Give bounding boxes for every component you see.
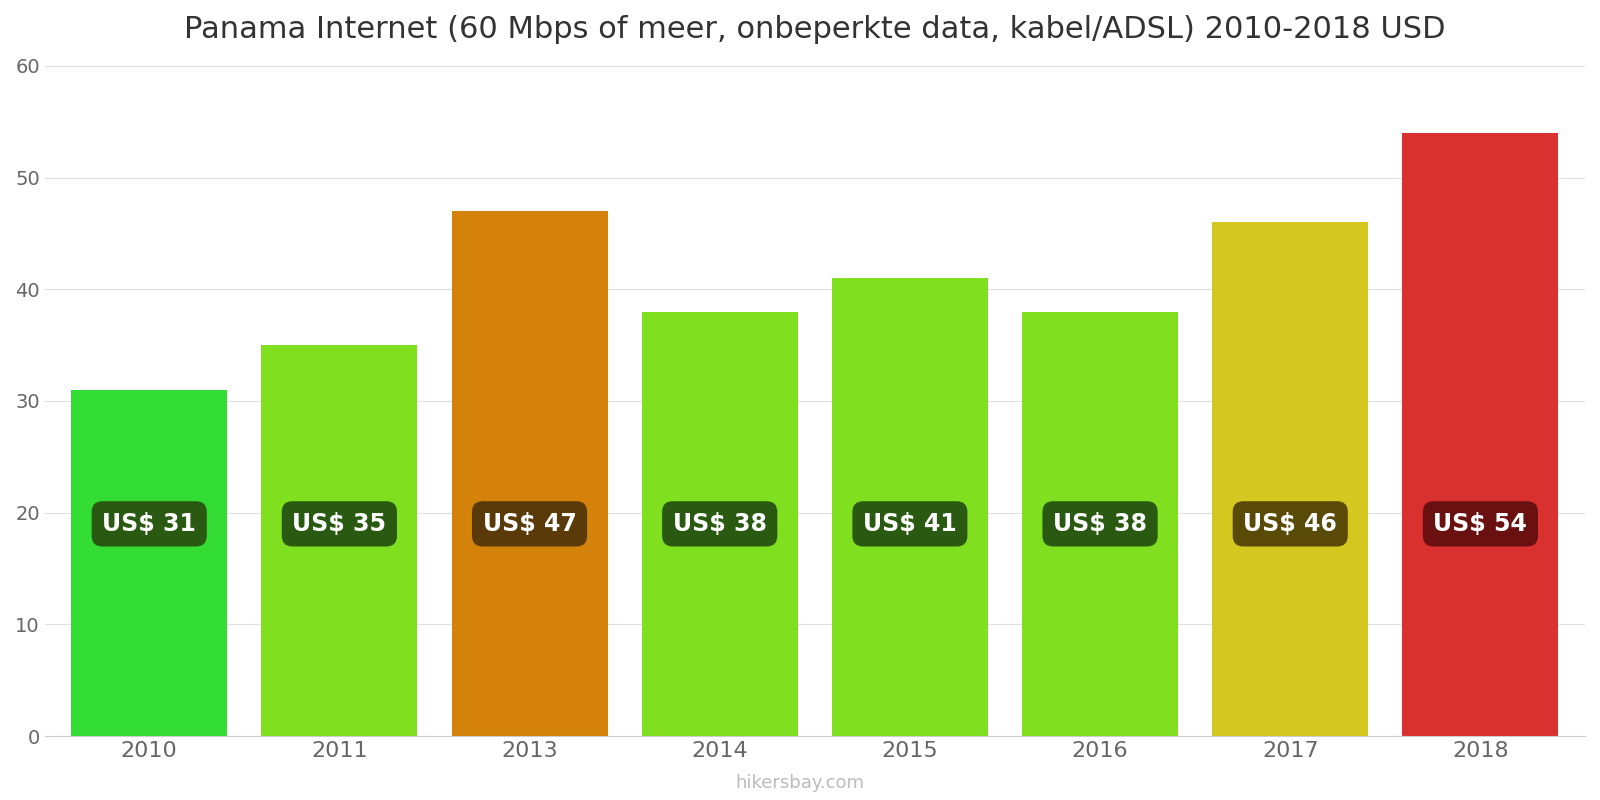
Text: hikersbay.com: hikersbay.com (736, 774, 864, 792)
Bar (451, 211, 608, 736)
Bar (1403, 133, 1558, 736)
Text: US$ 54: US$ 54 (1434, 512, 1528, 536)
Bar (72, 390, 227, 736)
Bar (261, 345, 418, 736)
Text: US$ 38: US$ 38 (672, 512, 766, 536)
Text: US$ 41: US$ 41 (862, 512, 957, 536)
Text: US$ 46: US$ 46 (1243, 512, 1338, 536)
Bar (1213, 222, 1368, 736)
Title: Panama Internet (60 Mbps of meer, onbeperkte data, kabel/ADSL) 2010-2018 USD: Panama Internet (60 Mbps of meer, onbepe… (184, 15, 1445, 44)
Text: US$ 47: US$ 47 (483, 512, 576, 536)
Bar (832, 278, 987, 736)
Bar (1022, 311, 1178, 736)
Text: US$ 35: US$ 35 (293, 512, 386, 536)
Text: US$ 31: US$ 31 (102, 512, 197, 536)
Text: US$ 38: US$ 38 (1053, 512, 1147, 536)
Bar (642, 311, 798, 736)
